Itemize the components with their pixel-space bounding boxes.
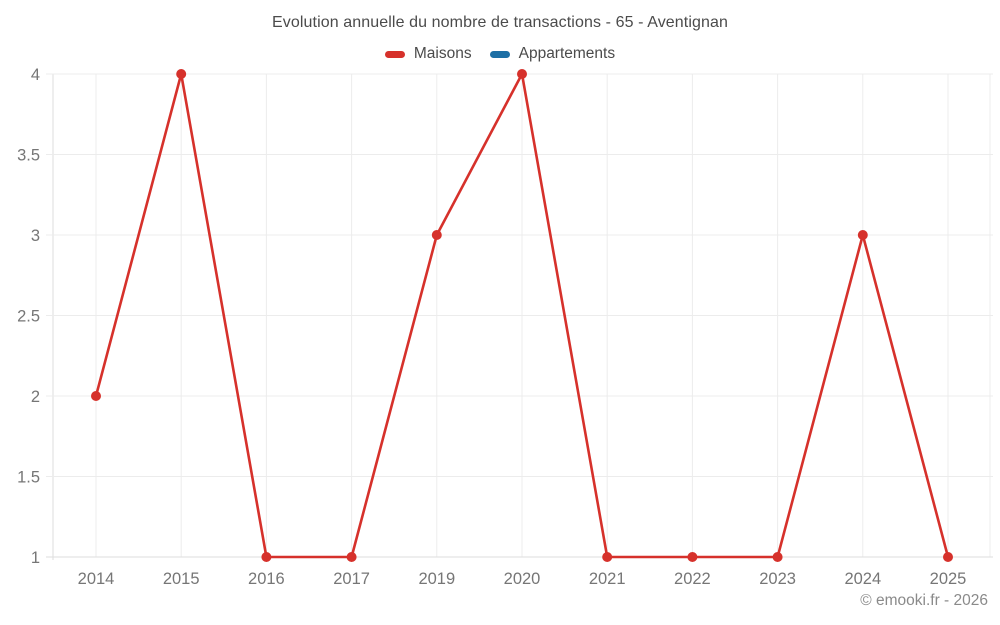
maisons-data-point[interactable]	[346, 552, 357, 562]
maisons-data-point[interactable]	[91, 391, 101, 401]
maisons-data-point[interactable]	[261, 552, 272, 562]
x-tick-label: 2025	[930, 570, 967, 588]
maisons-data-point[interactable]	[517, 69, 527, 79]
y-tick-label: 2.5	[17, 308, 40, 326]
x-tick-label: 2024	[844, 570, 881, 588]
appartements-legend-label: Appartements	[518, 45, 616, 62]
y-tick-label: 3	[31, 227, 40, 245]
x-tick-label: 2016	[248, 570, 285, 588]
maisons-data-point[interactable]	[176, 69, 187, 79]
x-tick-label: 2020	[504, 570, 541, 588]
y-tick-label: 2	[31, 388, 40, 406]
x-tick-label: 2017	[333, 570, 370, 588]
maisons-data-point[interactable]	[943, 552, 953, 562]
x-tick-label: 2023	[759, 570, 796, 588]
maisons-data-point[interactable]	[772, 552, 783, 562]
copyright-credit: © emooki.fr - 2026	[860, 592, 988, 609]
maisons-data-point[interactable]	[602, 552, 613, 562]
y-tick-label: 3.5	[17, 147, 40, 165]
maisons-data-point[interactable]	[857, 230, 868, 240]
appartements-legend-marker	[489, 50, 510, 58]
maisons-data-point[interactable]	[687, 552, 698, 562]
x-tick-label: 2015	[163, 570, 200, 588]
legend-item-maisons[interactable]: Maisons	[384, 45, 472, 63]
chart-legend: Maisons Appartements	[0, 45, 1000, 63]
y-tick-label: 1	[31, 549, 40, 567]
legend-item-appartements[interactable]: Appartements	[489, 45, 616, 63]
x-tick-label: 2019	[418, 570, 455, 588]
maisons-legend-label: Maisons	[413, 45, 472, 62]
x-tick-label: 2014	[78, 570, 115, 588]
x-tick-label: 2022	[674, 570, 711, 588]
maisons-legend-marker	[384, 50, 405, 58]
y-tick-label: 4	[31, 66, 40, 84]
y-tick-label: 1.5	[17, 469, 40, 487]
x-tick-label: 2021	[589, 570, 626, 588]
chart-title: Evolution annuelle du nombre de transact…	[272, 14, 728, 31]
maisons-data-point[interactable]	[431, 230, 442, 240]
